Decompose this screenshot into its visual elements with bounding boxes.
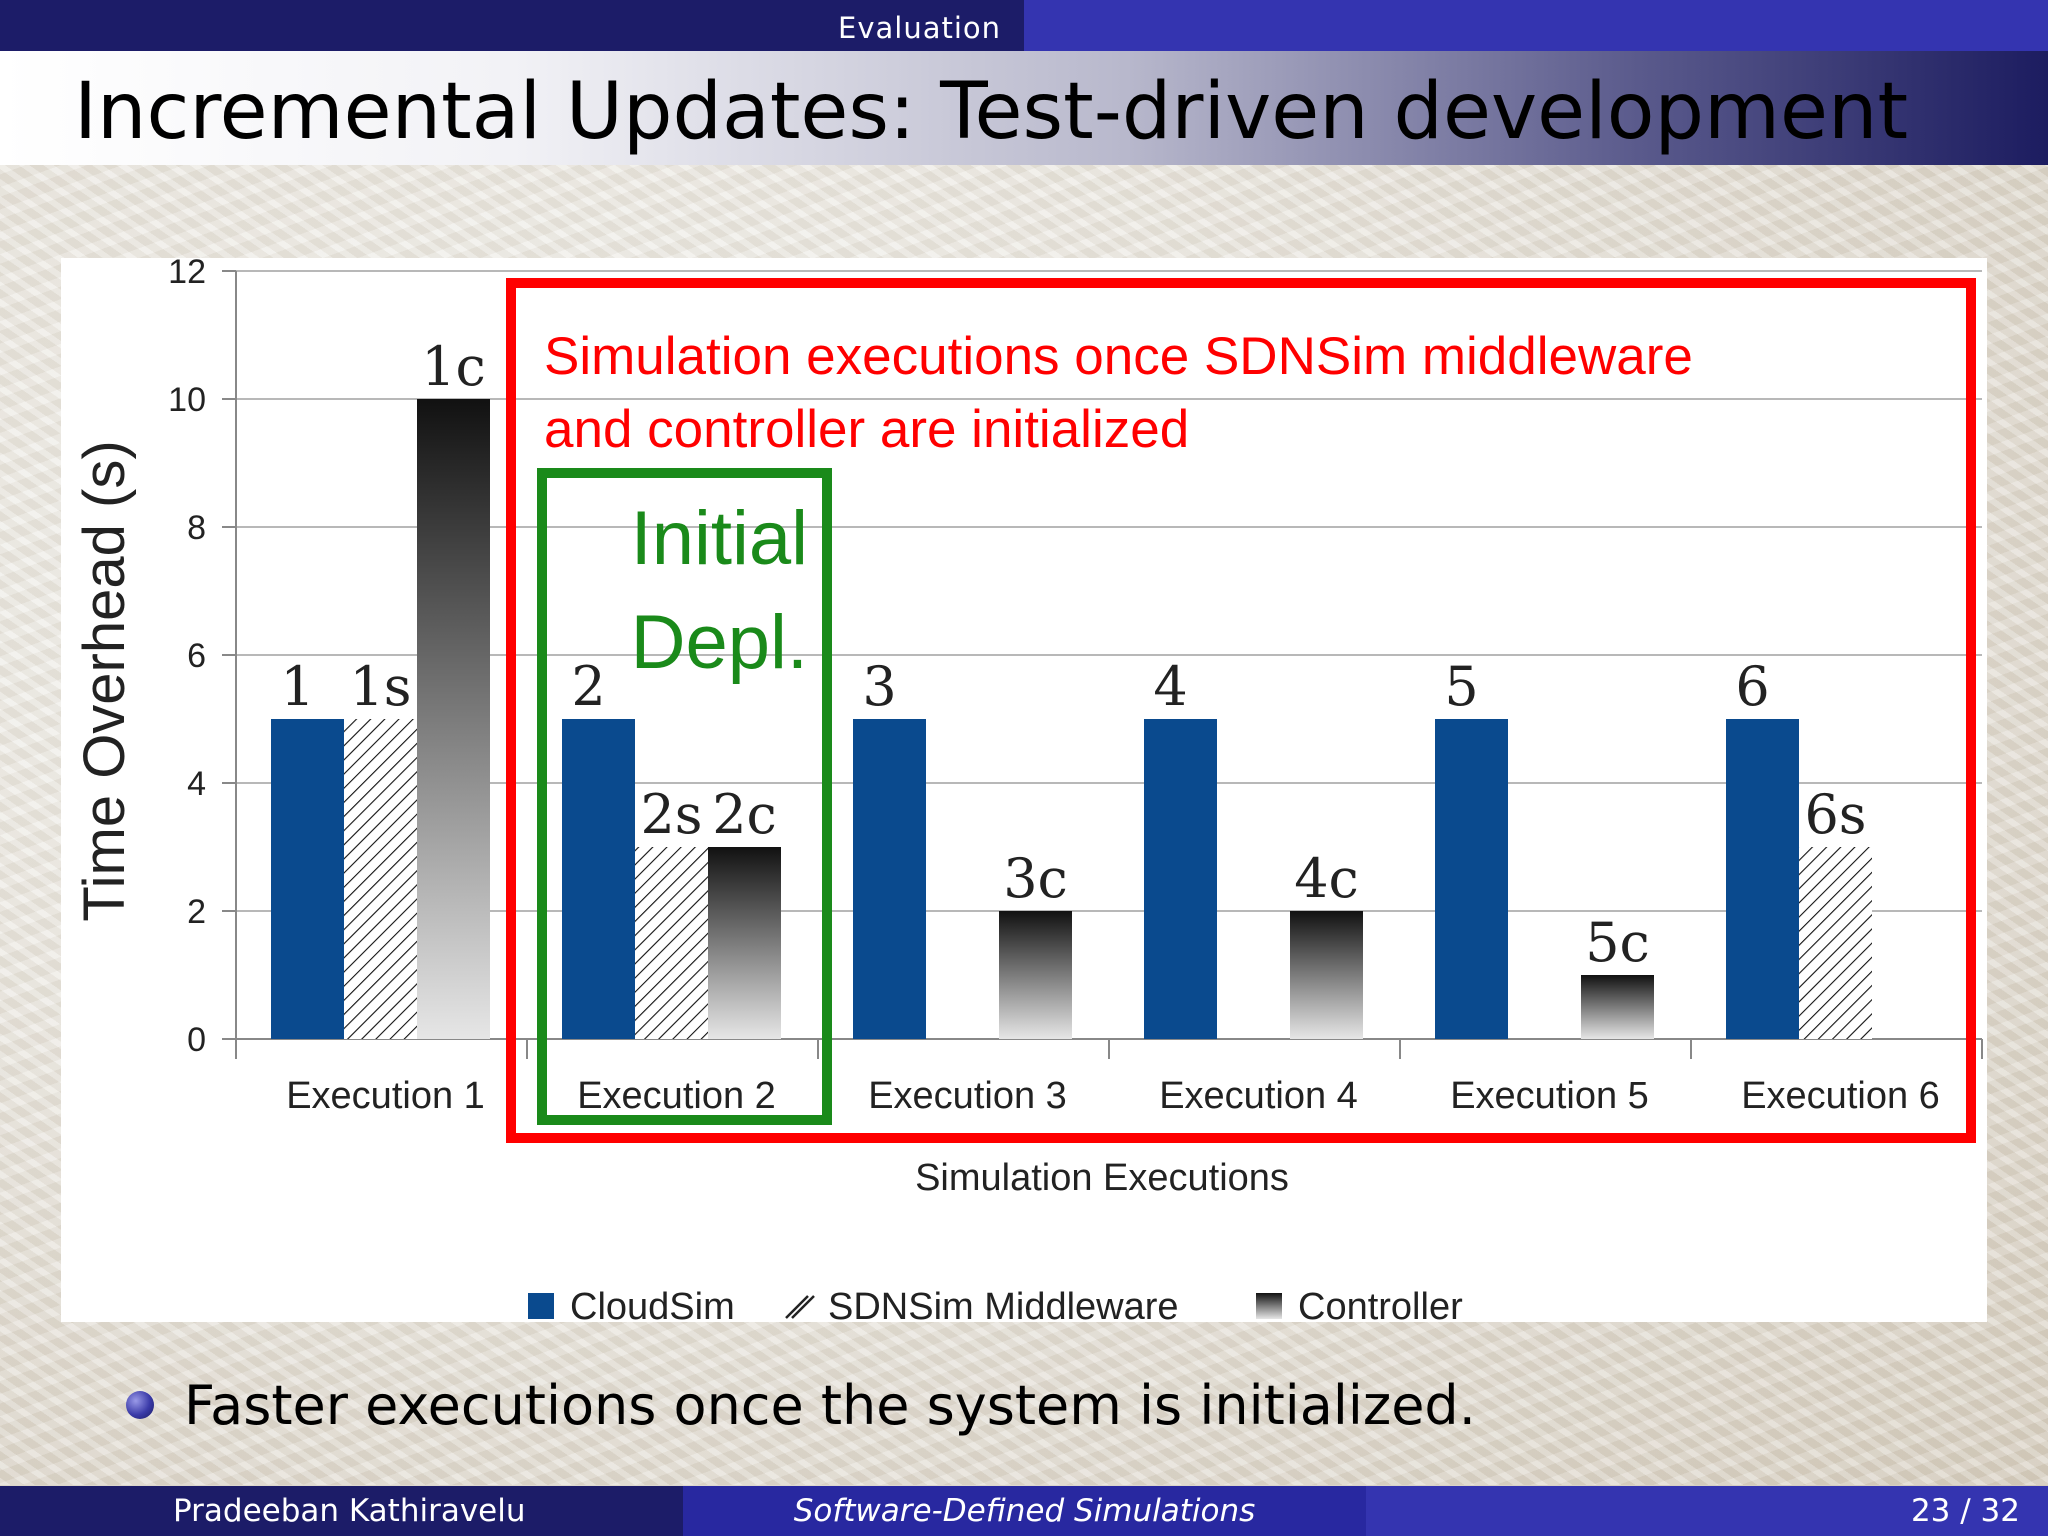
green-annotation-text-line1: Initial (631, 496, 808, 581)
bar-gradient (999, 911, 1072, 1039)
bar-solid (562, 719, 635, 1039)
data-label: 4c (1294, 847, 1359, 910)
data-label: 2 (571, 655, 605, 718)
y-tick-label: 0 (187, 1021, 206, 1059)
top-bar-right (1024, 0, 2048, 51)
data-label: 2c (712, 783, 777, 846)
green-annotation-box (537, 468, 832, 1125)
footer-author: Pradeeban Kathiravelu (173, 1493, 526, 1529)
footer-page-number: 23 / 32 (1910, 1493, 2020, 1529)
title-bar: Incremental Updates: Test-driven develop… (0, 51, 2048, 165)
legend-label: SDNSim Middleware (828, 1286, 1179, 1328)
data-label: 4 (1153, 655, 1187, 718)
x-tick-label: Execution 6 (1741, 1075, 1940, 1117)
data-label: 3c (1003, 847, 1068, 910)
y-tick-label: 10 (168, 381, 206, 419)
legend-swatch-hatched (791, 1295, 815, 1319)
footer-bar: Pradeeban Kathiravelu Software-Defined S… (0, 1486, 2048, 1536)
data-label: 6s (1804, 783, 1866, 846)
footer-title-cell: Software-Defined Simulations (683, 1486, 1366, 1536)
bar-gradient (417, 399, 490, 1039)
x-tick-label: Execution 3 (868, 1075, 1067, 1117)
data-label: 6 (1735, 655, 1769, 718)
y-tick-label: 2 (187, 893, 206, 931)
bar-gradient (1290, 911, 1363, 1039)
bar-hatched (1799, 847, 1872, 1039)
bar-solid (853, 719, 926, 1039)
data-label: 1c (421, 335, 486, 398)
bar-solid (1726, 719, 1799, 1039)
x-tick-label: Execution 5 (1450, 1075, 1649, 1117)
top-bar-left (0, 0, 1024, 51)
legend-swatch-hatched (785, 1295, 809, 1319)
x-tick-label: Execution 2 (577, 1075, 776, 1117)
bar-solid (1435, 719, 1508, 1039)
section-indicator: Evaluation (0, 0, 1024, 51)
x-tick-label: Execution 4 (1159, 1075, 1358, 1117)
x-axis-title: Simulation Executions (915, 1157, 1289, 1199)
bar-gradient (1581, 975, 1654, 1039)
y-tick-label: 12 (168, 253, 206, 291)
bar-solid (271, 719, 344, 1039)
data-label: 1 (280, 655, 314, 718)
legend-swatch-gradient (1256, 1293, 1282, 1319)
section-label[interactable]: Evaluation (838, 11, 1002, 45)
footer-author-cell: Pradeeban Kathiravelu (0, 1486, 683, 1536)
bullet-icon (126, 1391, 154, 1419)
y-tick-label: 8 (187, 509, 206, 547)
legend-label: Controller (1298, 1286, 1463, 1328)
red-annotation-box (506, 278, 1976, 1143)
legend-label: CloudSim (570, 1286, 735, 1328)
bar-hatched (344, 719, 417, 1039)
y-axis-title: Time Overhead (s) (72, 440, 137, 921)
data-label: 5 (1444, 655, 1478, 718)
data-label: 2s (640, 783, 702, 846)
data-label: 5c (1585, 911, 1650, 974)
y-tick-label: 6 (187, 637, 206, 675)
green-annotation-text-line2: Depl. (631, 600, 808, 685)
red-annotation-text-line1: Simulation executions once SDNSim middle… (544, 327, 1693, 386)
x-tick-label: Execution 1 (286, 1075, 485, 1117)
bar-hatched (635, 847, 708, 1039)
bar-solid (1144, 719, 1217, 1039)
data-label: 1s (349, 655, 411, 718)
data-label: 3 (862, 655, 896, 718)
footer-talk-title: Software-Defined Simulations (793, 1493, 1256, 1529)
slide-title: Incremental Updates: Test-driven develop… (74, 67, 1909, 157)
legend-swatch-solid (528, 1293, 554, 1319)
bar-gradient (708, 847, 781, 1039)
footer-page-cell: 23 / 32 (1366, 1486, 2048, 1536)
red-annotation-text-line2: and controller are initialized (544, 400, 1189, 459)
y-tick-label: 4 (187, 765, 206, 803)
bullet-item: Faster executions once the system is ini… (126, 1370, 1476, 1440)
top-navigation-bar (0, 0, 2048, 51)
bullet-text: Faster executions once the system is ini… (184, 1373, 1476, 1437)
